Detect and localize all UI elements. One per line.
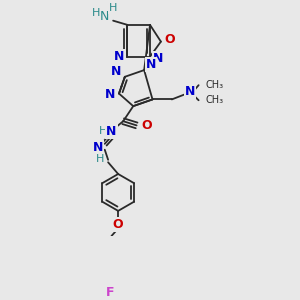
Text: N: N	[105, 88, 115, 101]
Text: H: H	[95, 154, 104, 164]
Text: N: N	[106, 125, 117, 138]
Text: H: H	[92, 8, 100, 18]
Text: N: N	[93, 141, 103, 154]
Text: CH₃: CH₃	[205, 80, 224, 90]
Text: N: N	[111, 65, 122, 78]
Text: O: O	[113, 218, 124, 231]
Text: N: N	[146, 58, 156, 71]
Text: F: F	[106, 286, 114, 299]
Text: O: O	[164, 33, 175, 46]
Text: H: H	[109, 3, 117, 13]
Text: N: N	[153, 52, 164, 65]
Text: N: N	[114, 50, 124, 63]
Text: N: N	[100, 10, 110, 23]
Text: O: O	[141, 119, 152, 132]
Text: N: N	[185, 85, 195, 98]
Text: H: H	[99, 126, 107, 136]
Text: CH₃: CH₃	[205, 95, 224, 105]
